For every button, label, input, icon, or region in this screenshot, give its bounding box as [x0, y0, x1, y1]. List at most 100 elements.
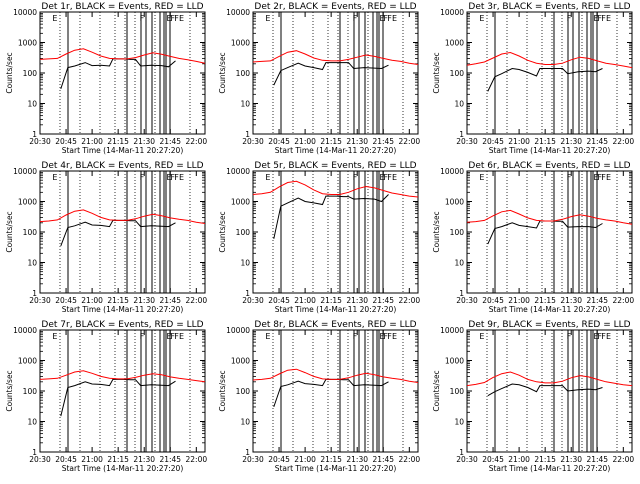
x-tick-label: 21:00 [508, 137, 530, 146]
y-axis-label: Counts/sec [5, 211, 14, 252]
event-marker-label: E [52, 14, 57, 23]
plot-frame [39, 170, 206, 294]
y-tick-label: 10 [27, 418, 37, 427]
x-axis-label: Start Time (14-Mar-11 20:27:20) [62, 464, 184, 473]
x-tick-label: 21:15 [320, 455, 342, 464]
plot-frame [466, 11, 633, 135]
y-axis-label: Counts/sec [5, 370, 14, 411]
x-tick-label: 21:45 [159, 296, 181, 305]
y-tick-label: 100 [23, 387, 38, 396]
y-tick-label: 10 [454, 418, 464, 427]
y-tick-label: 100 [23, 69, 38, 78]
event-marker-label: F [387, 332, 392, 341]
y-tick-label: 1000 [18, 357, 37, 366]
x-tick-label: 20:30 [29, 296, 51, 305]
y-tick-label: 1 [32, 130, 37, 139]
y-tick-label: 100 [450, 69, 465, 78]
x-tick-label: 21:15 [320, 137, 342, 146]
y-tick-label: 10000 [226, 8, 250, 17]
x-tick-label: 22:00 [399, 455, 421, 464]
y-tick-label: 1000 [18, 198, 37, 207]
series-line-lld [252, 368, 419, 383]
y-tick-label: 100 [450, 228, 465, 237]
x-tick-label: 21:15 [534, 296, 556, 305]
panel-title: Det 3r, BLACK = Events, RED = LLD [468, 2, 630, 12]
x-tick-label: 21:00 [508, 296, 530, 305]
event-marker-label: F [387, 173, 392, 182]
x-tick-label: 21:00 [508, 455, 530, 464]
series-line-events [60, 378, 176, 417]
event-marker-label: E [265, 14, 270, 23]
series-line-lld [39, 48, 206, 64]
event-marker-label: F [567, 332, 572, 341]
y-tick-label: 100 [23, 228, 38, 237]
x-tick-label: 21:45 [372, 137, 394, 146]
x-tick-label: 20:45 [482, 137, 504, 146]
y-tick-label: 10000 [440, 167, 464, 176]
y-tick-label: 10000 [226, 167, 250, 176]
x-tick-label: 22:00 [399, 137, 421, 146]
x-axis-label: Start Time (14-Mar-11 20:27:20) [62, 305, 184, 314]
event-marker-label: F [170, 14, 175, 23]
x-tick-label: 21:45 [586, 455, 608, 464]
panel-title: Det 2r, BLACK = Events, RED = LLD [254, 2, 416, 12]
event-marker-label: F [567, 14, 572, 23]
event-marker-label: F [174, 332, 179, 341]
event-marker-label: E [167, 173, 172, 182]
event-marker-label: E [392, 173, 397, 182]
panel-title: Det 5r, BLACK = Events, RED = LLD [254, 161, 416, 171]
event-marker-label: E [167, 332, 172, 341]
x-tick-label: 21:45 [372, 455, 394, 464]
y-tick-label: 100 [236, 228, 251, 237]
event-marker-label: E [479, 332, 484, 341]
x-tick-label: 21:15 [107, 296, 129, 305]
x-tick-label: 21:30 [346, 296, 368, 305]
y-tick-label: 1000 [231, 198, 250, 207]
y-tick-label: 1000 [445, 39, 464, 48]
panel-title: Det 9r, BLACK = Events, RED = LLD [468, 320, 630, 330]
y-tick-label: 1 [459, 130, 464, 139]
x-tick-label: 20:30 [456, 137, 478, 146]
plot-frame [252, 329, 419, 453]
y-axis-label: Counts/sec [432, 370, 441, 411]
event-marker-label: F [140, 14, 145, 23]
y-tick-label: 10000 [440, 326, 464, 335]
y-tick-label: 100 [450, 387, 465, 396]
series-line-lld [39, 209, 206, 224]
x-tick-label: 21:15 [534, 137, 556, 146]
plot-frame [466, 329, 633, 453]
event-marker-label: E [52, 332, 57, 341]
x-tick-label: 21:30 [560, 455, 582, 464]
y-tick-label: 10000 [13, 8, 37, 17]
event-marker-label: F [170, 332, 175, 341]
x-tick-label: 21:45 [372, 296, 394, 305]
series-line-lld [466, 209, 633, 225]
event-marker-label: F [140, 332, 145, 341]
series-line-events [487, 383, 603, 397]
x-tick-label: 21:15 [107, 455, 129, 464]
x-tick-label: 21:00 [294, 455, 316, 464]
y-tick-label: 1000 [231, 357, 250, 366]
event-marker-label: E [380, 14, 385, 23]
y-axis-label: Counts/sec [218, 52, 227, 93]
y-tick-label: 10000 [13, 167, 37, 176]
y-tick-label: 10 [27, 100, 37, 109]
panel-title: Det 6r, BLACK = Events, RED = LLD [468, 161, 630, 171]
y-tick-label: 100 [236, 69, 251, 78]
x-tick-label: 21:30 [346, 455, 368, 464]
y-tick-label: 10000 [226, 326, 250, 335]
x-tick-label: 20:30 [242, 137, 264, 146]
y-tick-label: 1 [245, 448, 250, 457]
event-marker-label: E [479, 14, 484, 23]
y-tick-label: 1000 [445, 198, 464, 207]
x-tick-label: 21:15 [320, 296, 342, 305]
y-tick-label: 1 [32, 448, 37, 457]
y-tick-label: 10 [454, 100, 464, 109]
event-marker-label: E [594, 173, 599, 182]
series-line-events [487, 220, 603, 245]
x-tick-label: 20:45 [268, 296, 290, 305]
